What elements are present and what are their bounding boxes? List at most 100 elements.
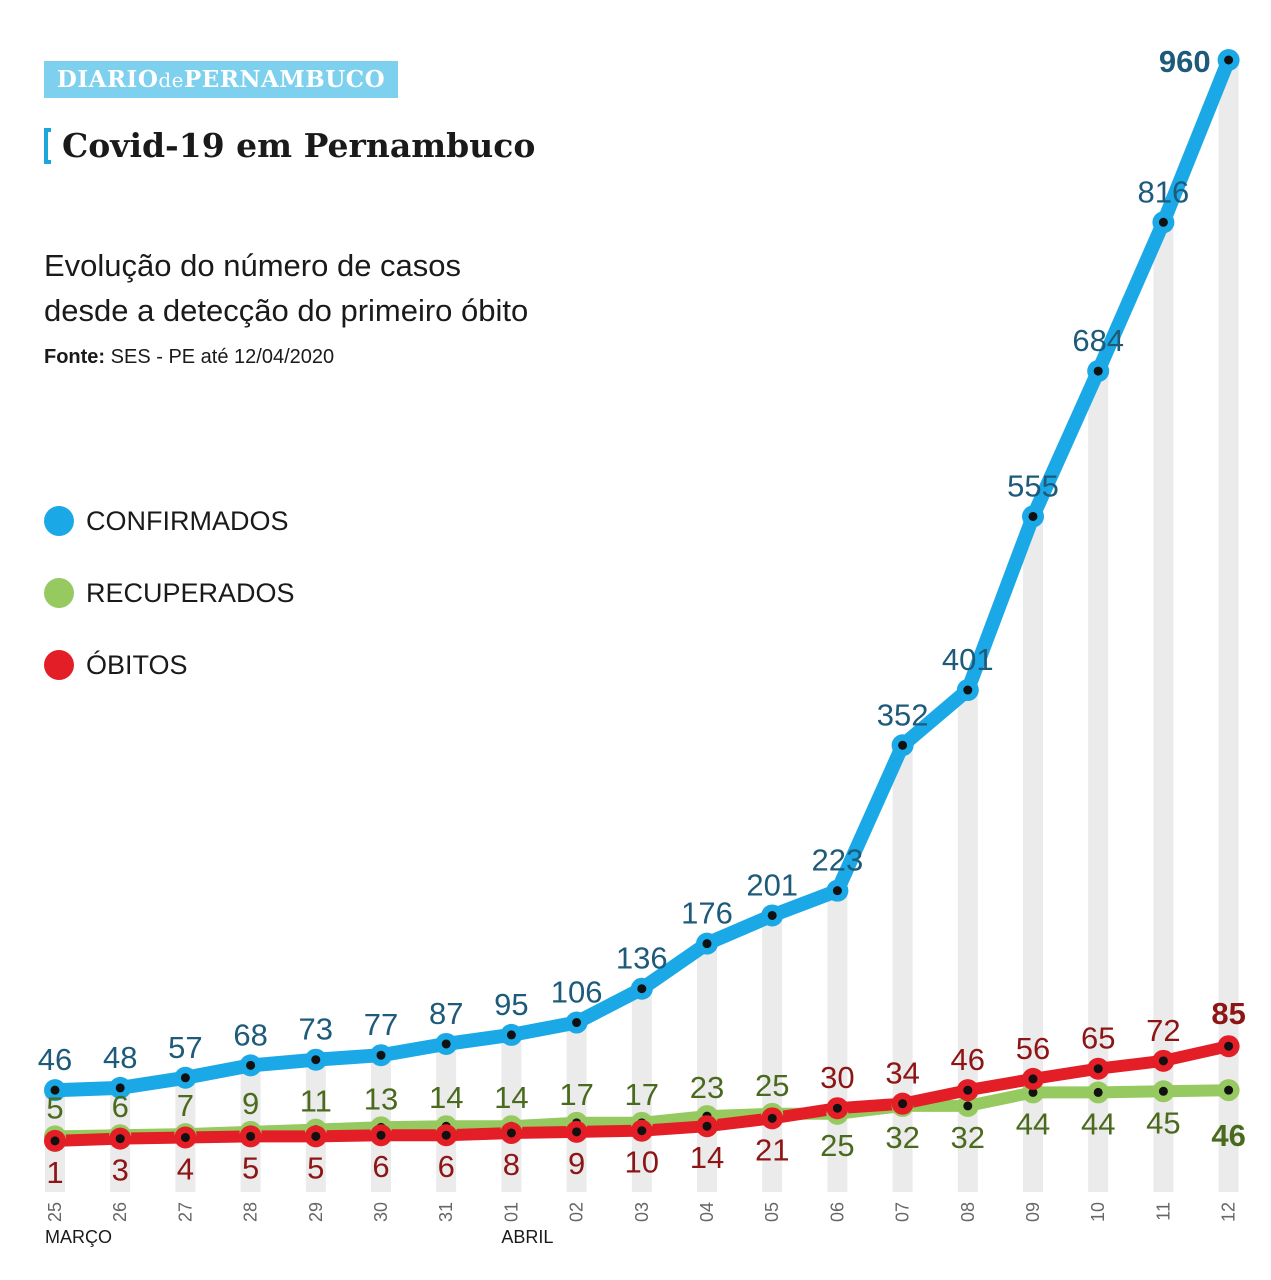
data-label: 57 bbox=[168, 1030, 202, 1065]
x-tick-label: 08 bbox=[958, 1202, 978, 1222]
data-label: 46 bbox=[1211, 1118, 1245, 1153]
data-label: 65 bbox=[1081, 1021, 1115, 1056]
data-point bbox=[304, 1125, 327, 1148]
brand-logo: DIARIOdePERNAMBUCO bbox=[44, 61, 398, 98]
data-label: 7 bbox=[177, 1088, 194, 1123]
data-label: 14 bbox=[690, 1140, 724, 1175]
source-note: Fonte: SES - PE até 12/04/2020 bbox=[44, 346, 334, 369]
subtitle-line-1: Evolução do número de casos bbox=[44, 248, 462, 283]
x-tick-label: 28 bbox=[241, 1202, 261, 1222]
data-point bbox=[956, 1079, 979, 1102]
legend-label: ÓBITOS bbox=[86, 650, 188, 680]
month-label: ABRIL bbox=[501, 1227, 553, 1247]
legend-dot-icon bbox=[44, 650, 74, 680]
data-point bbox=[1152, 1080, 1175, 1103]
data-label: 3 bbox=[112, 1153, 129, 1188]
data-label: 68 bbox=[233, 1017, 267, 1052]
data-label: 5 bbox=[242, 1150, 259, 1185]
data-point bbox=[44, 1079, 66, 1102]
data-label: 85 bbox=[1211, 996, 1245, 1031]
data-label: 106 bbox=[551, 975, 603, 1010]
data-point bbox=[630, 1119, 653, 1142]
data-point bbox=[109, 1127, 132, 1150]
date-column bbox=[501, 1034, 522, 1192]
x-tick-label: 06 bbox=[827, 1202, 847, 1222]
data-point bbox=[696, 932, 718, 955]
data-label: 555 bbox=[1007, 468, 1059, 503]
date-column bbox=[957, 690, 978, 1192]
data-label: 14 bbox=[429, 1080, 463, 1115]
x-tick-label: 25 bbox=[45, 1202, 65, 1222]
x-tick-label: 07 bbox=[893, 1202, 913, 1222]
data-point bbox=[1217, 1035, 1240, 1058]
date-columns bbox=[45, 60, 1239, 1193]
data-label: 32 bbox=[885, 1120, 919, 1155]
data-label: 684 bbox=[1072, 323, 1124, 358]
date-column bbox=[631, 988, 652, 1192]
data-label: 13 bbox=[364, 1081, 398, 1116]
data-label: 5 bbox=[307, 1150, 324, 1185]
data-label: 17 bbox=[559, 1077, 593, 1112]
data-label: 8 bbox=[503, 1147, 520, 1182]
data-point bbox=[565, 1120, 588, 1143]
data-label: 48 bbox=[103, 1040, 137, 1075]
date-column bbox=[1218, 60, 1239, 1192]
x-tick-label: 02 bbox=[567, 1202, 587, 1222]
data-label: 56 bbox=[1016, 1031, 1050, 1066]
data-label: 23 bbox=[690, 1070, 724, 1105]
data-label: 44 bbox=[1081, 1106, 1115, 1141]
legend-dot-icon bbox=[44, 506, 74, 536]
data-label: 6 bbox=[438, 1149, 455, 1184]
data-label: 10 bbox=[625, 1145, 659, 1180]
data-label: 72 bbox=[1146, 1013, 1180, 1048]
data-label: 46 bbox=[38, 1042, 72, 1077]
data-point bbox=[239, 1125, 262, 1148]
data-point bbox=[826, 879, 849, 902]
chart-subtitle: Evolução do número de casos desde a dete… bbox=[44, 243, 644, 333]
data-label: 4 bbox=[177, 1151, 194, 1186]
data-label: 5 bbox=[46, 1090, 63, 1125]
x-tick-label: 01 bbox=[501, 1202, 521, 1222]
data-label: 960 bbox=[1159, 44, 1211, 79]
data-label: 32 bbox=[951, 1120, 985, 1155]
x-tick-label: 11 bbox=[1153, 1202, 1173, 1221]
x-tick-label: 26 bbox=[110, 1202, 130, 1222]
data-point bbox=[956, 679, 979, 702]
series-points bbox=[44, 49, 1240, 1152]
data-point bbox=[956, 1094, 979, 1117]
data-label: 17 bbox=[625, 1077, 659, 1112]
data-label: 14 bbox=[494, 1080, 528, 1115]
x-tick-label: 04 bbox=[697, 1202, 717, 1222]
data-label: 30 bbox=[820, 1060, 854, 1095]
data-labels: 46 48 57 68 73 77 87 95 106136176201223352401555… bbox=[38, 44, 1246, 1190]
x-tick-label: 10 bbox=[1088, 1202, 1108, 1222]
data-point bbox=[500, 1023, 523, 1046]
source-text: SES - PE até 12/04/2020 bbox=[105, 346, 335, 368]
date-column bbox=[1153, 222, 1174, 1193]
x-tick-label: 12 bbox=[1219, 1202, 1239, 1222]
data-point bbox=[1087, 360, 1110, 383]
data-label: 352 bbox=[877, 697, 929, 732]
data-point bbox=[435, 1124, 458, 1147]
data-label: 201 bbox=[746, 867, 798, 902]
legend-label: RECUPERADOS bbox=[86, 578, 295, 608]
data-point bbox=[44, 1129, 66, 1152]
data-point bbox=[1087, 1057, 1110, 1080]
date-column bbox=[892, 745, 913, 1192]
brand-part-2: de bbox=[158, 68, 184, 92]
x-axis: 25 26 27 28 29 30 31 01 02 03 04 05 06 07 08 09 10 11 12 MA… bbox=[45, 1202, 1239, 1247]
brand-part-3: PERNAMBUCO bbox=[184, 66, 386, 93]
data-label: 9 bbox=[568, 1146, 585, 1181]
data-point bbox=[630, 977, 653, 1000]
data-point bbox=[761, 904, 784, 927]
data-point bbox=[891, 734, 914, 757]
title-bracket-icon bbox=[44, 128, 51, 164]
data-point bbox=[761, 1107, 784, 1130]
x-tick-label: 29 bbox=[306, 1202, 326, 1222]
x-tick-label: 03 bbox=[632, 1202, 652, 1222]
data-point bbox=[109, 1076, 132, 1099]
data-label: 401 bbox=[942, 642, 994, 677]
data-point bbox=[1152, 211, 1175, 234]
data-point bbox=[696, 1115, 718, 1138]
data-label: 21 bbox=[755, 1132, 789, 1167]
